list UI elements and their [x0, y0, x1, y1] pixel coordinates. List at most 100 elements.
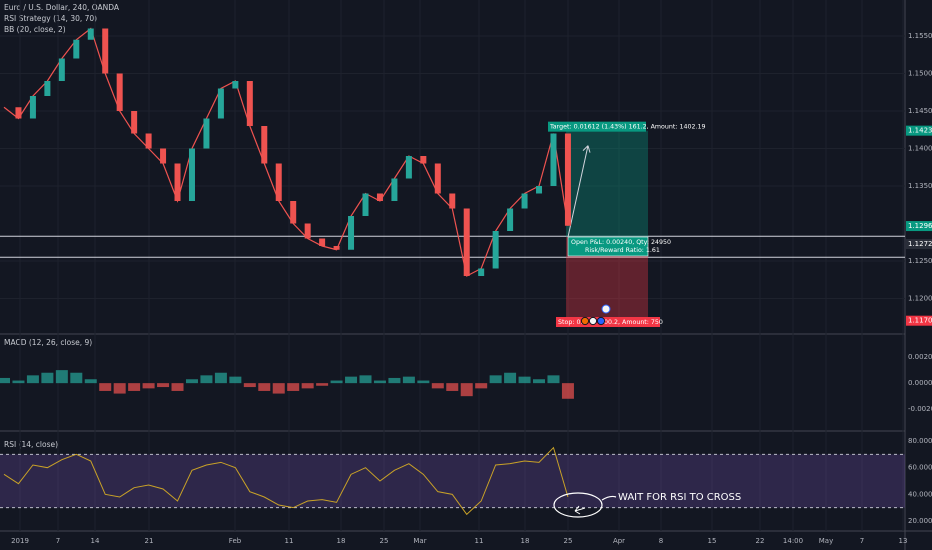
price-marker-box — [906, 239, 932, 250]
stop-label: Stop: 0.0 — [558, 319, 586, 326]
macd-bar — [388, 377, 401, 384]
macd-bar — [301, 383, 314, 389]
macd-bar — [84, 379, 97, 384]
price-marker-label: 1.11704 — [908, 317, 932, 325]
candle — [232, 81, 239, 89]
strategy-label: RSI Strategy (14, 30, 70) — [4, 14, 97, 23]
macd-bar — [171, 383, 184, 391]
trade-icon — [588, 316, 598, 326]
macd-bar — [446, 383, 459, 391]
hand-drawn-circle — [553, 492, 603, 518]
price-marker-box — [906, 221, 932, 232]
price-marker-box — [906, 125, 932, 136]
macd-bar — [345, 376, 358, 384]
macd-bar — [402, 376, 415, 384]
candle — [174, 163, 181, 201]
candle — [463, 208, 470, 276]
pnl-label: Open P&L: 0.00240, Qty: 24950 — [571, 239, 671, 246]
candle — [376, 193, 383, 201]
target-label-box — [548, 121, 646, 132]
price-tick-label: 1.15500 — [908, 32, 932, 40]
macd-bar — [41, 372, 54, 384]
rsi-tick-label: 40.0000 — [908, 490, 932, 498]
price-tick-label: 1.14000 — [908, 145, 932, 153]
candle — [348, 216, 355, 250]
price-marker-box — [906, 315, 932, 326]
macd-bar — [475, 383, 488, 389]
macd-bar — [287, 383, 300, 391]
symbol-title: Euro / U.S. Dollar, 240, OANDA — [4, 3, 120, 12]
stop-label-box — [556, 317, 660, 327]
macd-tick-label: 0.0020 — [908, 353, 932, 361]
macd-bar — [113, 383, 126, 394]
candle — [116, 73, 123, 111]
profit-zone — [566, 130, 648, 237]
macd-bar — [533, 379, 546, 384]
macd-bar — [431, 383, 444, 389]
candle — [188, 148, 195, 201]
macd-bar — [547, 375, 560, 384]
rsi-band — [0, 454, 905, 508]
macd-bar — [330, 380, 343, 384]
candle — [362, 193, 369, 216]
hand-drawn-arrow — [601, 495, 617, 501]
macd-bar — [55, 370, 68, 384]
date-label: 11 — [285, 537, 294, 545]
candle — [160, 148, 167, 164]
candle — [29, 96, 36, 119]
price-marker-label: 1.12966 — [908, 222, 932, 230]
candle — [405, 156, 412, 179]
date-label: 18 — [521, 537, 530, 545]
date-label: Mar — [413, 537, 426, 545]
date-label: Apr — [613, 537, 625, 545]
candle — [521, 193, 528, 209]
price-tick-label: 1.15000 — [908, 70, 932, 78]
rsi-tick-label: 80.0000 — [908, 437, 932, 445]
hand-drawn-arrowhead — [574, 505, 586, 515]
trade-icon — [596, 316, 606, 326]
macd-bar — [489, 375, 502, 384]
date-label: 18 — [337, 537, 346, 545]
price-line — [3, 27, 569, 277]
ratio-label: Risk/Reward Ratio: 1.61 — [585, 247, 660, 254]
candle — [449, 193, 456, 209]
date-label: May — [819, 537, 833, 545]
date-label: 2019 — [11, 537, 29, 545]
trade-icon — [601, 304, 611, 314]
macd-bar — [0, 377, 10, 384]
trade-icon — [580, 316, 590, 326]
date-label: 22 — [756, 537, 765, 545]
date-label: 21 — [145, 537, 154, 545]
candle — [434, 163, 441, 194]
candle — [246, 81, 253, 126]
macd-bar — [359, 375, 372, 384]
price-marker-label: 1.12726 — [908, 240, 932, 248]
candle — [15, 107, 22, 119]
candle — [217, 88, 224, 119]
annotation: WAIT FOR RSI TO CROSS — [618, 492, 741, 503]
date-label: 8 — [659, 537, 663, 545]
macd-bar — [142, 383, 155, 389]
macd-bar — [243, 383, 256, 388]
price-tick-label: 1.13500 — [908, 182, 932, 190]
macd-bar — [128, 383, 141, 391]
macd-bar — [214, 372, 227, 384]
candle — [102, 28, 109, 74]
macd-bar — [157, 383, 170, 388]
macd-bar — [200, 375, 213, 384]
candle — [304, 223, 311, 239]
rsi-title: RSI (14, close) — [4, 440, 58, 449]
macd-bar — [26, 375, 39, 384]
price-marker-label: 1.14238 — [908, 127, 932, 135]
date-label: 14:00 — [783, 537, 803, 545]
candle — [319, 238, 326, 246]
rsi-tick-label: 60.0000 — [908, 464, 932, 472]
macd-bar — [316, 383, 329, 386]
rsi-line — [3, 446, 569, 516]
macd-bar — [12, 380, 25, 384]
price-tick-label: 1.12500 — [908, 257, 932, 265]
date-label: 25 — [564, 537, 573, 545]
macd-title: MACD (12, 26, close, 9) — [4, 338, 92, 347]
candle — [391, 178, 398, 201]
